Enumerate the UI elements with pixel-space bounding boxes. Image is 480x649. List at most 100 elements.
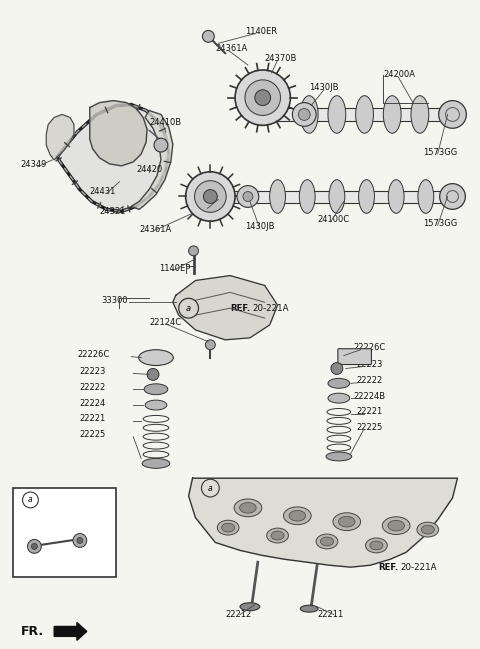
Ellipse shape	[418, 180, 434, 214]
Ellipse shape	[326, 452, 352, 461]
Text: 22224B: 22224B	[354, 391, 386, 400]
Circle shape	[298, 108, 310, 121]
Text: 24355: 24355	[52, 551, 76, 560]
Polygon shape	[131, 110, 173, 210]
Text: 1140EJ: 1140EJ	[21, 515, 47, 524]
Text: REF.: REF.	[230, 304, 251, 313]
Ellipse shape	[144, 384, 168, 395]
Circle shape	[147, 369, 159, 380]
Circle shape	[203, 31, 214, 42]
Text: 22226C: 22226C	[354, 343, 386, 352]
Circle shape	[331, 363, 343, 374]
Bar	[263, 108, 453, 121]
Ellipse shape	[384, 95, 401, 133]
Text: 24361A: 24361A	[216, 43, 248, 53]
Circle shape	[189, 246, 199, 256]
Ellipse shape	[284, 507, 311, 524]
Circle shape	[235, 70, 290, 125]
Ellipse shape	[356, 95, 373, 133]
Ellipse shape	[388, 180, 404, 214]
Text: 22225: 22225	[357, 423, 383, 432]
Circle shape	[73, 533, 87, 547]
Bar	[12, 488, 117, 577]
Ellipse shape	[300, 606, 318, 612]
Ellipse shape	[270, 180, 286, 214]
Text: 22225: 22225	[80, 430, 106, 439]
Text: 22221: 22221	[80, 415, 106, 423]
Text: 24200A: 24200A	[384, 71, 415, 79]
Ellipse shape	[240, 502, 256, 513]
Circle shape	[32, 543, 37, 549]
Text: 1140ER: 1140ER	[245, 27, 277, 36]
Text: FR.: FR.	[21, 625, 44, 638]
Circle shape	[204, 190, 217, 203]
Text: 22211: 22211	[317, 610, 343, 619]
Ellipse shape	[240, 603, 260, 611]
Ellipse shape	[370, 541, 383, 550]
Text: 20-221A: 20-221A	[400, 563, 437, 572]
Text: 24100C: 24100C	[317, 215, 349, 224]
Polygon shape	[189, 478, 457, 567]
FancyBboxPatch shape	[338, 349, 372, 365]
Ellipse shape	[142, 458, 170, 469]
Text: 1430JB: 1430JB	[245, 222, 275, 230]
Text: 24361A: 24361A	[139, 225, 171, 234]
Ellipse shape	[388, 520, 405, 531]
Ellipse shape	[328, 393, 350, 403]
Ellipse shape	[222, 523, 235, 532]
Ellipse shape	[411, 95, 429, 133]
Ellipse shape	[289, 510, 306, 521]
Ellipse shape	[316, 534, 338, 549]
Text: 22212: 22212	[225, 610, 252, 619]
Text: a: a	[186, 304, 191, 313]
Text: 20-221A: 20-221A	[252, 304, 288, 313]
Circle shape	[292, 103, 316, 127]
Text: 24410B: 24410B	[149, 118, 181, 127]
Circle shape	[440, 184, 466, 210]
Text: 24350: 24350	[193, 202, 220, 211]
Ellipse shape	[234, 499, 262, 517]
Circle shape	[237, 186, 259, 208]
Ellipse shape	[300, 180, 315, 214]
Ellipse shape	[321, 537, 334, 546]
Text: 1140EP: 1140EP	[159, 264, 191, 273]
Text: 22226C: 22226C	[77, 350, 109, 359]
Ellipse shape	[145, 400, 167, 410]
Circle shape	[154, 138, 168, 152]
Text: 24420: 24420	[136, 165, 162, 175]
Text: 21516A: 21516A	[21, 504, 50, 512]
Circle shape	[439, 101, 467, 129]
Circle shape	[243, 191, 253, 201]
Ellipse shape	[267, 528, 288, 543]
Ellipse shape	[271, 531, 284, 540]
Text: 1573GG: 1573GG	[423, 219, 457, 228]
Ellipse shape	[333, 513, 360, 531]
Text: 22223: 22223	[357, 360, 383, 369]
Ellipse shape	[417, 522, 439, 537]
Text: 24431: 24431	[90, 187, 116, 196]
Ellipse shape	[328, 378, 350, 388]
Circle shape	[194, 180, 226, 212]
Text: 22221: 22221	[357, 408, 383, 417]
Ellipse shape	[421, 525, 434, 534]
Polygon shape	[54, 622, 87, 641]
Ellipse shape	[217, 520, 239, 535]
Circle shape	[186, 172, 235, 221]
Ellipse shape	[328, 95, 346, 133]
Text: 22223: 22223	[80, 367, 106, 376]
Ellipse shape	[383, 517, 410, 535]
Text: 22124C: 22124C	[149, 317, 181, 326]
Polygon shape	[173, 276, 277, 340]
Circle shape	[27, 539, 41, 554]
Text: 22222: 22222	[80, 383, 106, 392]
Text: 22224: 22224	[80, 398, 106, 408]
Bar	[210, 191, 453, 203]
Ellipse shape	[329, 180, 345, 214]
Circle shape	[205, 340, 216, 350]
Polygon shape	[46, 114, 74, 160]
Text: 1430JB: 1430JB	[309, 83, 339, 92]
Text: REF.: REF.	[378, 563, 398, 572]
Ellipse shape	[366, 538, 387, 553]
Text: a: a	[208, 484, 213, 493]
Text: 22222: 22222	[357, 376, 383, 385]
